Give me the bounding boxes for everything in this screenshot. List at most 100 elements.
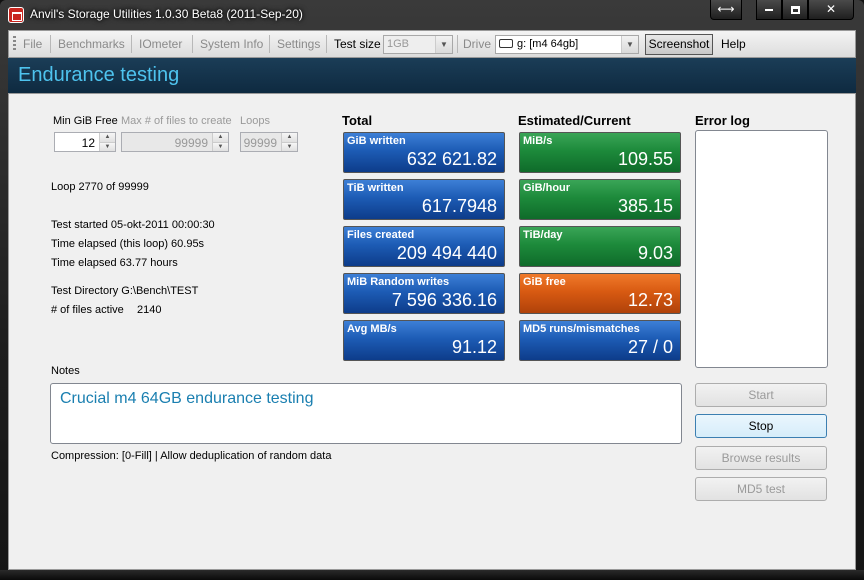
stat-tile: MD5 runs/mismatches 27 / 0 (519, 320, 681, 361)
stat-value: 12.73 (627, 290, 673, 310)
stat-value: 617.7948 (421, 196, 497, 216)
loops-value: 99999 (243, 136, 277, 150)
stat-tile: GiB/hour 385.15 (519, 179, 681, 220)
menu-separator (131, 35, 132, 53)
test-size-value: 1GB (387, 38, 410, 50)
menu-separator (457, 35, 458, 53)
resize-arrows-icon: ⟷ (717, 2, 735, 16)
stat-tile: Files created 209 494 440 (343, 226, 505, 267)
chevron-down-icon: ▼ (435, 36, 452, 53)
page-title: Endurance testing (18, 64, 180, 86)
browse-results-button[interactable]: Browse results (695, 446, 827, 470)
loop-counter: Loop 2770 of 99999 (51, 181, 149, 193)
min-gib-free-label: Min GiB Free (53, 115, 118, 127)
maximize-button[interactable] (782, 0, 808, 20)
stat-value: 209 494 440 (396, 243, 497, 263)
close-icon: ✕ (825, 2, 837, 16)
md5-test-button[interactable]: MD5 test (695, 477, 827, 501)
max-files-value: 99999 (174, 136, 208, 150)
menu-system-info[interactable]: System Info (200, 37, 264, 51)
minimize-icon (765, 8, 773, 11)
test-size-select[interactable]: 1GB ▼ (383, 35, 453, 54)
estimated-heading: Estimated/Current (518, 113, 631, 128)
menu-benchmarks[interactable]: Benchmarks (58, 37, 125, 51)
stat-label: TiB written (347, 182, 404, 194)
stat-tile: Avg MB/s 91.12 (343, 320, 505, 361)
time-elapsed-loop: Time elapsed (this loop) 60.95s (51, 238, 205, 250)
toolbar-grip-icon[interactable] (13, 36, 16, 52)
menu-separator (50, 35, 51, 53)
menu-separator (192, 35, 193, 53)
stat-value: 9.03 (637, 243, 673, 263)
loops-label: Loops (240, 115, 270, 127)
test-size-label: Test size (334, 37, 381, 51)
files-active-value: 2140 (137, 304, 162, 316)
chevron-down-icon: ▼ (621, 36, 638, 53)
spin-up-icon[interactable]: ▲ (282, 133, 297, 142)
spin-up-icon[interactable]: ▲ (100, 133, 115, 142)
stat-label: MD5 runs/mismatches (523, 323, 640, 335)
max-files-label: Max # of files to create (121, 115, 232, 127)
menu-iometer[interactable]: IOmeter (139, 37, 183, 51)
stat-label: GiB written (347, 135, 406, 147)
test-directory: Test Directory G:\Bench\TEST (51, 285, 199, 297)
test-started: Test started 05-okt-2011 00:00:30 (51, 219, 215, 231)
close-button[interactable]: ✕ (808, 0, 854, 20)
drive-label: Drive (463, 37, 492, 51)
min-gib-free-spinner[interactable]: 12 ▲ ▼ (54, 132, 116, 152)
menu-bar: File Benchmarks IOmeter System Info Sett… (8, 30, 856, 58)
notes-label: Notes (51, 365, 80, 377)
stop-button[interactable]: Stop (695, 414, 827, 438)
max-files-spinner[interactable]: 99999 ▲ ▼ (121, 132, 229, 152)
stat-value: 385.15 (617, 196, 673, 216)
notes-field[interactable]: Crucial m4 64GB endurance testing (50, 383, 682, 444)
start-button[interactable]: Start (695, 383, 827, 407)
loops-spinner[interactable]: 99999 ▲ ▼ (240, 132, 298, 152)
menu-file[interactable]: File (23, 37, 43, 51)
stat-tile: MiB Random writes 7 596 336.16 (343, 273, 505, 314)
stat-tile: MiB/s 109.55 (519, 132, 681, 173)
spin-down-icon[interactable]: ▼ (213, 142, 228, 151)
menu-settings[interactable]: Settings (277, 37, 321, 51)
title-bar[interactable]: Anvil's Storage Utilities 1.0.30 Beta8 (… (0, 0, 864, 30)
snap-button[interactable]: ⟷ (710, 0, 742, 20)
stat-label: Avg MB/s (347, 323, 397, 335)
stat-value: 7 596 336.16 (391, 290, 497, 310)
stat-label: TiB/day (523, 229, 563, 241)
window-title: Anvil's Storage Utilities 1.0.30 Beta8 (… (30, 7, 303, 21)
app-anvil-icon[interactable] (8, 7, 24, 23)
error-log-heading: Error log (695, 113, 750, 128)
stat-tile: GiB written 632 621.82 (343, 132, 505, 173)
stat-tile: TiB written 617.7948 (343, 179, 505, 220)
endurance-panel: Min GiB Free 12 ▲ ▼ Max # of files to cre… (8, 93, 856, 570)
menu-help[interactable]: Help (721, 37, 746, 51)
min-gib-free-value: 12 (81, 136, 95, 150)
notes-text: Crucial m4 64GB endurance testing (60, 390, 314, 407)
drive-icon (499, 38, 513, 48)
error-log-list[interactable] (695, 130, 828, 368)
stat-value: 27 / 0 (627, 337, 673, 357)
menu-separator (269, 35, 270, 53)
files-active-label: # of files active (51, 304, 124, 316)
stat-tile: TiB/day 9.03 (519, 226, 681, 267)
screenshot-button[interactable]: Screenshot (645, 34, 713, 55)
taskbar-strip (0, 570, 864, 580)
stat-label: GiB/hour (523, 182, 571, 194)
stat-value: 91.12 (451, 337, 497, 357)
stat-label: MiB/s (523, 135, 553, 147)
menu-separator (326, 35, 327, 53)
drive-select[interactable]: g: [m4 64gb] ▼ (495, 35, 639, 54)
total-heading: Total (342, 113, 373, 128)
time-elapsed-total: Time elapsed 63.77 hours (51, 257, 178, 269)
stat-label: GiB free (523, 276, 566, 288)
minimize-button[interactable] (756, 0, 782, 20)
stat-label: MiB Random writes (347, 276, 450, 288)
spin-up-icon[interactable]: ▲ (213, 133, 228, 142)
stat-tile: GiB free 12.73 (519, 273, 681, 314)
spin-down-icon[interactable]: ▼ (282, 142, 297, 151)
stat-value: 109.55 (617, 149, 673, 169)
drive-value: g: [m4 64gb] (517, 38, 579, 50)
spin-down-icon[interactable]: ▼ (100, 142, 115, 151)
compression-info: Compression: [0-Fill] | Allow deduplicat… (51, 450, 332, 462)
